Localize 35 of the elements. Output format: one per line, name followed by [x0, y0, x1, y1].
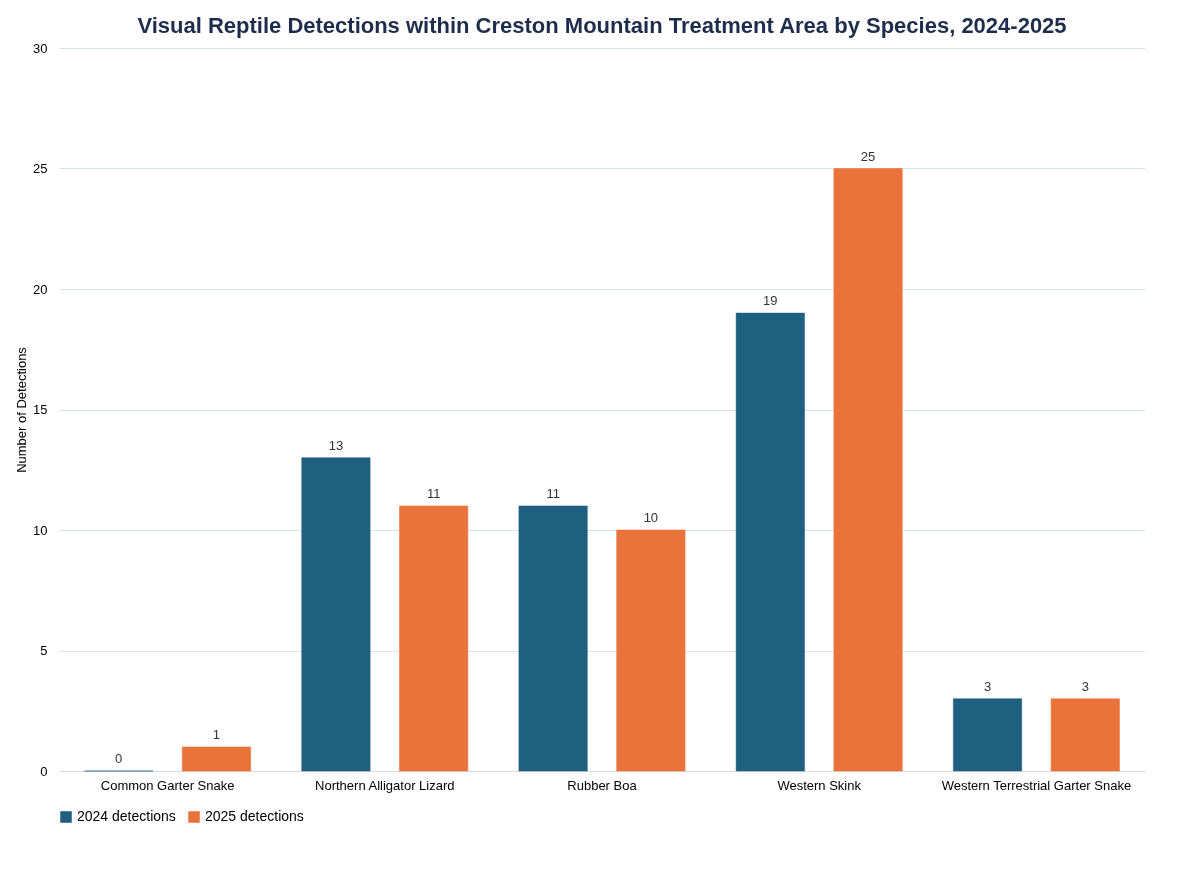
x-tick-label: Western Skink: [777, 777, 862, 793]
chart-title: Visual Reptile Detections within Creston Mountain Treatment Area by Species, 2024-2025: [137, 13, 1067, 38]
bar: [1050, 698, 1120, 772]
y-tick-label: 20: [33, 281, 48, 297]
x-tick-label: Rubber Boa: [567, 777, 638, 793]
x-tick-label: Northern Alligator Lizard: [315, 777, 455, 793]
bar: [735, 312, 805, 772]
data-label: 25: [860, 148, 876, 164]
bar: [301, 457, 371, 772]
y-tick-label: 25: [33, 161, 48, 176]
y-tick-label: 0: [40, 763, 48, 779]
data-label: 19: [763, 293, 778, 309]
legend-label: 2024 detections: [77, 808, 176, 824]
y-tick-label: 15: [33, 402, 48, 417]
data-label: 11: [546, 485, 560, 501]
data-label: 3: [1081, 678, 1089, 694]
data-label: 3: [983, 678, 992, 694]
bar: [616, 529, 686, 772]
data-label: 0: [115, 751, 123, 766]
x-tick-label: Western Terrestrial Garter Snake: [941, 777, 1132, 793]
bar: [953, 698, 1022, 772]
data-label: 10: [643, 510, 659, 525]
bar: [182, 746, 251, 772]
y-tick-label: 30: [33, 40, 48, 56]
data-label: 13: [328, 437, 344, 453]
data-label: 1: [212, 726, 221, 742]
bar: [518, 505, 588, 772]
y-tick-label: 10: [33, 522, 48, 538]
legend-label: 2025 detections: [205, 808, 304, 824]
data-label: 11: [426, 485, 441, 501]
x-tick-label: Common Garter Snake: [100, 777, 235, 793]
y-axis-title: Number of Detections: [14, 346, 30, 473]
bar: [399, 505, 469, 772]
y-tick-label: 5: [40, 643, 48, 658]
bar: [833, 168, 903, 772]
